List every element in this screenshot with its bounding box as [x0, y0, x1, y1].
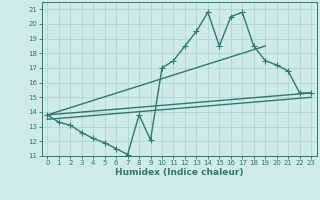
X-axis label: Humidex (Indice chaleur): Humidex (Indice chaleur): [115, 168, 244, 177]
